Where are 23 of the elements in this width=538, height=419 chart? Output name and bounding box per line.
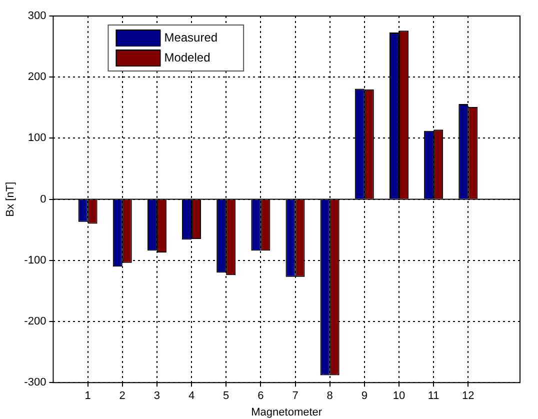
x-tick-label: 8 bbox=[326, 390, 333, 402]
legend-label: Modeled bbox=[164, 50, 210, 64]
x-tick-label: 4 bbox=[188, 390, 195, 402]
y-tick-label: 200 bbox=[28, 71, 46, 84]
y-tick-label: 100 bbox=[28, 132, 46, 144]
x-tick-label: 12 bbox=[462, 390, 474, 402]
y-tick-label: 300 bbox=[28, 10, 46, 22]
y-tick-label: -200 bbox=[24, 316, 46, 328]
x-tick-label: 11 bbox=[428, 390, 440, 402]
y-axis-title: Bx [nT] bbox=[4, 182, 17, 217]
x-tick-label: 1 bbox=[84, 390, 91, 402]
x-tick-label: 10 bbox=[392, 390, 406, 402]
x-axis-title: Magnetometer bbox=[251, 406, 322, 418]
x-tick-label: 2 bbox=[119, 390, 126, 402]
x-tick-label: 6 bbox=[258, 390, 264, 402]
x-tick-label: 7 bbox=[292, 390, 298, 402]
y-tick-label: -300 bbox=[24, 376, 46, 389]
x-tick-label: 9 bbox=[361, 390, 368, 402]
y-tick-label: 0 bbox=[40, 193, 46, 206]
x-tick-label: 3 bbox=[154, 390, 160, 402]
y-tick-label: -100 bbox=[24, 254, 46, 266]
x-tick-label: 5 bbox=[223, 390, 230, 402]
legend-label: Measured bbox=[164, 30, 218, 44]
